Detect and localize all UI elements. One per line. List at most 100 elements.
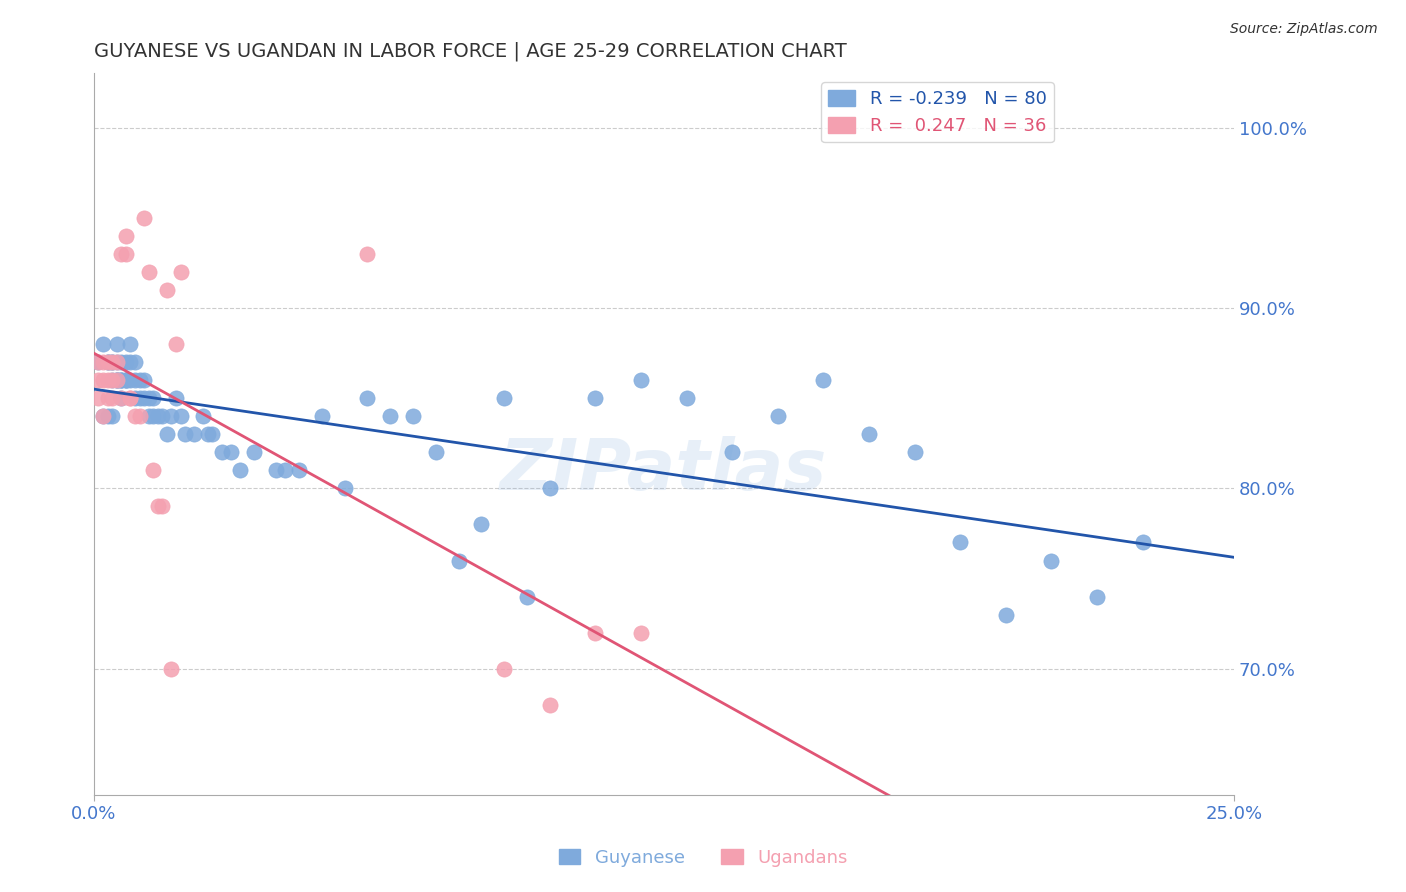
Point: [630, 625, 652, 640]
Point: [91, 373, 114, 387]
Point: [211, 445, 233, 459]
Point: [132, 373, 155, 387]
Text: ZIPatlas: ZIPatlas: [501, 436, 828, 505]
Point: [115, 355, 138, 369]
Point: [124, 391, 146, 405]
Point: [124, 355, 146, 369]
Point: [120, 391, 142, 405]
Point: [904, 445, 927, 459]
Text: Source: ZipAtlas.com: Source: ZipAtlas.com: [1230, 22, 1378, 37]
Point: [169, 409, 191, 424]
Point: [266, 463, 288, 477]
Point: [91, 355, 114, 369]
Point: [110, 373, 132, 387]
Point: [128, 391, 150, 405]
Point: [242, 445, 264, 459]
Point: [138, 391, 160, 405]
Point: [1085, 590, 1108, 604]
Point: [494, 662, 516, 676]
Point: [311, 409, 333, 424]
Point: [1132, 535, 1154, 549]
Point: [146, 409, 169, 424]
Point: [101, 355, 124, 369]
Point: [425, 445, 447, 459]
Point: [721, 445, 744, 459]
Point: [156, 427, 179, 442]
Point: [105, 373, 128, 387]
Point: [101, 355, 124, 369]
Point: [183, 427, 205, 442]
Point: [101, 409, 124, 424]
Point: [97, 391, 120, 405]
Point: [494, 391, 516, 405]
Point: [101, 391, 124, 405]
Point: [115, 373, 138, 387]
Point: [538, 698, 561, 712]
Point: [949, 535, 972, 549]
Point: [124, 409, 146, 424]
Point: [201, 427, 224, 442]
Point: [120, 355, 142, 369]
Point: [105, 373, 128, 387]
Point: [160, 662, 183, 676]
Point: [97, 409, 120, 424]
Point: [124, 373, 146, 387]
Point: [766, 409, 789, 424]
Point: [110, 373, 132, 387]
Point: [160, 409, 183, 424]
Point: [402, 409, 425, 424]
Point: [105, 337, 128, 351]
Point: [538, 481, 561, 495]
Point: [91, 337, 114, 351]
Point: [132, 211, 155, 225]
Point: [97, 355, 120, 369]
Point: [174, 427, 197, 442]
Point: [470, 517, 492, 532]
Point: [138, 265, 160, 279]
Point: [585, 391, 607, 405]
Point: [87, 355, 110, 369]
Point: [333, 481, 356, 495]
Point: [105, 373, 128, 387]
Point: [110, 247, 132, 261]
Point: [132, 391, 155, 405]
Point: [813, 373, 835, 387]
Point: [97, 355, 120, 369]
Point: [169, 265, 191, 279]
Point: [105, 373, 128, 387]
Point: [585, 625, 607, 640]
Legend: R = -0.239   N = 80, R =  0.247   N = 36: R = -0.239 N = 80, R = 0.247 N = 36: [821, 82, 1053, 143]
Point: [101, 355, 124, 369]
Point: [288, 463, 311, 477]
Point: [197, 427, 219, 442]
Point: [165, 337, 187, 351]
Point: [675, 391, 697, 405]
Point: [356, 247, 378, 261]
Point: [128, 409, 150, 424]
Point: [994, 607, 1017, 622]
Point: [229, 463, 252, 477]
Point: [87, 391, 110, 405]
Point: [105, 355, 128, 369]
Point: [193, 409, 215, 424]
Point: [110, 391, 132, 405]
Point: [138, 409, 160, 424]
Text: GUYANESE VS UGANDAN IN LABOR FORCE | AGE 25-29 CORRELATION CHART: GUYANESE VS UGANDAN IN LABOR FORCE | AGE…: [94, 42, 846, 62]
Point: [91, 409, 114, 424]
Legend: Guyanese, Ugandans: Guyanese, Ugandans: [551, 842, 855, 874]
Point: [142, 391, 165, 405]
Point: [516, 590, 538, 604]
Point: [858, 427, 880, 442]
Point: [110, 355, 132, 369]
Point: [115, 228, 138, 243]
Point: [120, 391, 142, 405]
Point: [146, 500, 169, 514]
Point: [142, 409, 165, 424]
Point: [115, 373, 138, 387]
Point: [97, 355, 120, 369]
Point: [120, 373, 142, 387]
Point: [447, 553, 470, 567]
Point: [150, 409, 173, 424]
Point: [120, 337, 142, 351]
Point: [156, 283, 179, 297]
